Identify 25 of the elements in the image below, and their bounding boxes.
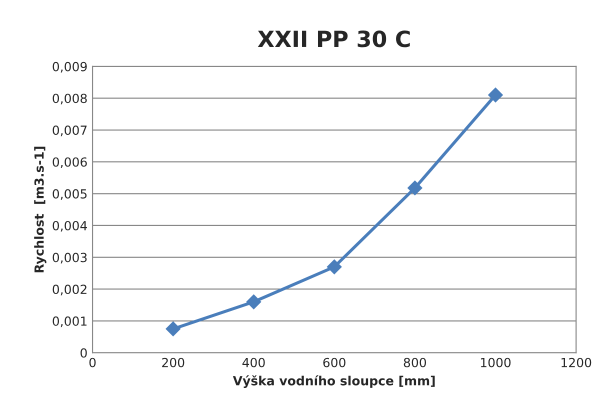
x-tick-label: 1000 (480, 358, 511, 368)
chart-title: XXII PP 30 C (258, 30, 410, 48)
y-axis-title: Rychlost [m3.s-1] (34, 146, 46, 272)
point (326, 259, 342, 274)
point (408, 180, 422, 196)
y-tick-label: 0,001 (52, 316, 87, 328)
point (166, 321, 181, 336)
x-axis-title: Výška vodního sloupce [mm] (232, 375, 435, 388)
y-tick-label: 0,005 (52, 189, 87, 200)
y-tick-label: 0 (80, 348, 87, 358)
point (246, 294, 262, 310)
point (488, 88, 503, 102)
x-tick-label: 200 (162, 358, 184, 368)
y-tick-label: 0,009 (52, 62, 87, 73)
x-tick-label: 600 (323, 358, 346, 368)
y-tick-label: 0,004 (52, 220, 87, 232)
x-tick-label: 0 (89, 358, 96, 368)
y-tick-label: 0,006 (52, 157, 87, 168)
y-tick-label: 0,002 (52, 284, 86, 296)
x-tick-label: 800 (404, 358, 426, 368)
x-tick-label: 1200 (562, 358, 592, 368)
y-tick-label: 0,007 (52, 126, 87, 136)
x-tick-label: 400 (242, 358, 265, 368)
y-tick-label: 0,008 (52, 94, 87, 104)
y-tick-label: 0,003 (52, 252, 87, 264)
